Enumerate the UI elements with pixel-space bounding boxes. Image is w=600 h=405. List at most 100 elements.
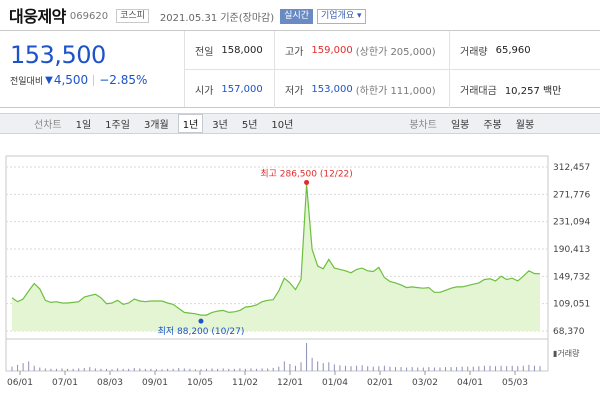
volume-bar: [200, 369, 202, 371]
x-tick-label: 01/04: [322, 378, 348, 388]
high-point-marker: [304, 179, 310, 185]
reference-date: 2021.05.31 기준(장마감): [159, 13, 275, 24]
line-chart-label: 선차트: [34, 120, 62, 131]
tab-3m[interactable]: 3개월: [143, 120, 169, 131]
x-tick-label: 05/03: [502, 378, 528, 388]
stat-label: 시가: [195, 85, 214, 97]
x-tick-label: 04/01: [457, 378, 483, 388]
tab-10y[interactable]: 10년: [271, 120, 294, 131]
volume-bar: [189, 368, 191, 371]
tab-1w[interactable]: 1주일: [105, 120, 130, 131]
volume-bar: [128, 368, 130, 371]
tab-1d[interactable]: 1일: [75, 120, 92, 131]
volume-bar: [256, 368, 258, 371]
volume-bar: [511, 365, 513, 371]
volume-bar: [339, 365, 341, 371]
stat-low: 저가 153,000 (하한가 111,000): [275, 70, 450, 108]
volume-bar: [55, 368, 57, 371]
volume-bar: [356, 365, 358, 371]
volume-bar: [39, 367, 41, 371]
volume-bar: [467, 366, 469, 371]
volume-bar: [161, 369, 163, 371]
volume-bar: [450, 367, 452, 371]
tab-monthly-candle[interactable]: 월봉: [515, 120, 535, 131]
x-tick-label: 06/01: [7, 378, 33, 388]
stat-label: 거래량: [460, 46, 488, 58]
volume-bar: [378, 366, 380, 371]
stat-label: 거래대금: [460, 85, 497, 97]
volume-bar: [67, 368, 69, 371]
volume-bar: [456, 367, 458, 371]
y-tick-label: 109,051: [553, 300, 590, 310]
y-tick-label: 271,776: [553, 190, 590, 200]
stat-value: 10,257 백만: [504, 85, 562, 97]
volume-bar: [389, 366, 391, 371]
volume-bar: [239, 368, 241, 371]
volume-bar: [122, 368, 124, 371]
plot-frame: [5, 155, 549, 372]
tab-5y[interactable]: 5년: [241, 120, 258, 131]
current-price-box: 153,500 전일대비 ▼ 4,500 −2.85%: [0, 31, 185, 107]
stat-label: 고가: [285, 46, 304, 58]
volume-bar: [33, 365, 35, 371]
y-tick-label: 231,094: [553, 218, 590, 228]
volume-bar: [294, 365, 296, 371]
change-label: 전일대비: [10, 76, 44, 87]
tab-3y[interactable]: 3년: [212, 120, 228, 131]
volume-bar: [478, 366, 480, 371]
tab-daily-candle[interactable]: 일봉: [450, 120, 470, 131]
market-badge: 코스피: [116, 9, 149, 23]
volume-bar: [50, 368, 52, 371]
volume-bar: [372, 366, 374, 371]
volume-bar: [533, 365, 535, 371]
volume-bar: [422, 367, 424, 371]
volume-label: ▮거래량: [553, 348, 580, 358]
x-tick-label: 11/02: [232, 378, 258, 388]
volume-bar: [244, 368, 246, 371]
volume-bar: [222, 368, 224, 371]
stat-high: 고가 159,000 (상한가 205,000): [275, 31, 450, 70]
volume-bar: [406, 367, 408, 371]
x-tick-label: 03/02: [412, 378, 438, 388]
volume-bar: [250, 368, 252, 371]
volume-bar: [233, 368, 235, 371]
volume-bar: [506, 366, 508, 371]
volume-bar: [417, 367, 419, 371]
volume-bar: [139, 368, 141, 371]
volume-bar: [144, 368, 146, 371]
price-change: 전일대비 ▼ 4,500 −2.85%: [10, 73, 184, 87]
volume-bar: [439, 367, 441, 371]
price-chart[interactable]: 312,457 271,776 231,094 190,413 149,732 109,0…: [0, 134, 600, 405]
company-overview-dropdown[interactable]: 기업개요 ▾: [317, 8, 366, 24]
volume-bar: [500, 365, 502, 371]
volume-bar: [495, 366, 497, 371]
volume-bar: [17, 364, 19, 371]
tab-1y[interactable]: 1년: [177, 114, 204, 133]
volume-bar: [322, 363, 324, 371]
stock-name: 대웅제약: [9, 7, 66, 26]
stat-upper-limit: (상한가 205,000): [355, 46, 436, 58]
volume-bar: [472, 366, 474, 371]
change-value: 4,500: [53, 73, 89, 87]
price-stats-grid: 전일 158,000 고가 159,000 (상한가 205,000) 거래량 …: [185, 31, 600, 108]
y-tick-label: 68,370: [553, 327, 585, 337]
volume-bar: [528, 364, 530, 371]
volume-bar: [328, 362, 330, 371]
volume-bar: [428, 367, 430, 371]
volume-bar: [350, 366, 352, 371]
realtime-button[interactable]: 실시간: [280, 8, 314, 24]
x-tick-label: 02/01: [367, 378, 393, 388]
tab-weekly-candle[interactable]: 주봉: [483, 120, 502, 131]
volume-bar: [167, 368, 169, 371]
x-tick-label: 12/01: [277, 378, 303, 388]
stat-open: 시가 157,000: [185, 70, 275, 108]
candle-chart-label: 봉차트: [409, 120, 437, 131]
volume-bar: [94, 368, 96, 371]
stat-value: 157,000: [221, 83, 263, 95]
stock-header: 대웅제약 069620 코스피 2021.05.31 기준(장마감) 실시간 기…: [0, 0, 600, 30]
volume-bar: [111, 369, 113, 371]
price-panel: 153,500 전일대비 ▼ 4,500 −2.85% 전일 158,000 고…: [0, 30, 600, 108]
high-point-label: 최고 286,500 (12/22): [260, 168, 352, 179]
price-area: [12, 184, 540, 331]
volume-bar: [261, 368, 263, 371]
